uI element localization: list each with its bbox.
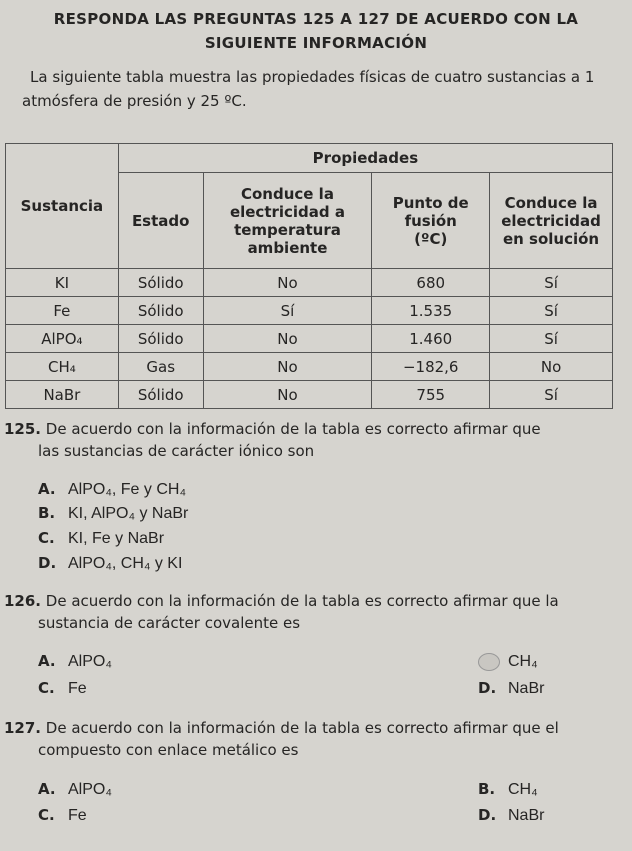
option-letter: B.	[38, 504, 56, 522]
option-text: AlPO₄, CH₄ y KI	[68, 555, 183, 572]
answer-option[interactable]: A. AlPO₄, Fe y CH₄	[38, 480, 186, 499]
question-text: las sustancias de carácter iónico son	[38, 442, 315, 460]
option-text: KI, AlPO₄ y NaBr	[68, 505, 189, 522]
answer-option[interactable]: C. KI, Fe y NaBr	[38, 529, 164, 548]
question-text: sustancia de carácter covalente es	[38, 614, 301, 632]
table-cell: No	[202, 268, 373, 297]
table-cell: No	[202, 380, 373, 409]
option-letter: D.	[38, 554, 57, 572]
table-cell: Sólido	[117, 380, 204, 409]
intro-line-2: atmósfera de presión y 25 ºC.	[22, 92, 247, 110]
table-cell: 1.535	[371, 296, 491, 325]
answer-option[interactable]: B. CH₄	[478, 780, 538, 799]
option-letter: A.	[38, 780, 56, 798]
option-letter: C.	[38, 529, 55, 547]
header-estado: Estado	[117, 172, 204, 269]
table-cell: Sí	[489, 268, 613, 297]
table-row: AlPO₄ Sólido No 1.460 Sí	[5, 324, 613, 353]
option-mark	[478, 652, 508, 671]
table-cell: Sólido	[117, 324, 204, 353]
table-cell: Sólido	[117, 268, 204, 297]
option-letter: C.	[38, 806, 55, 824]
table-row: NaBr Sólido No 755 Sí	[5, 380, 613, 409]
option-letter: D.	[478, 679, 497, 697]
answer-option[interactable]: A. AlPO₄	[38, 780, 112, 799]
header-conduce-solucion: Conduce la electricidad en solución	[489, 172, 613, 269]
question-text: De acuerdo con la información de la tabl…	[45, 420, 541, 438]
option-letter: A.	[38, 652, 56, 670]
question-number: 127.	[4, 719, 42, 737]
option-letter: A.	[38, 480, 56, 498]
table-cell: No	[202, 324, 373, 353]
option-text: Fe	[68, 807, 87, 824]
table-row: KI Sólido No 680 Sí	[5, 268, 613, 297]
table-row: Fe Sólido Sí 1.535 Sí	[5, 296, 613, 325]
properties-table: Sustancia Propiedades Estado Conduce la …	[5, 143, 614, 409]
answer-option[interactable]: D. AlPO₄, CH₄ y KI	[38, 554, 182, 573]
answer-option[interactable]: C. Fe	[38, 679, 87, 698]
table-cell: CH₄	[5, 352, 119, 381]
header-conduce-ambiente: Conduce la electricidad a temperatura am…	[202, 172, 373, 269]
answer-option[interactable]: B. KI, AlPO₄ y NaBr	[38, 504, 188, 523]
table-cell: AlPO₄	[5, 324, 119, 353]
option-text: NaBr	[508, 807, 545, 824]
heading-line-2: SIGUIENTE INFORMACIÓN	[204, 34, 428, 52]
option-text: Fe	[68, 680, 87, 697]
table-cell: −182,6	[371, 352, 491, 381]
table-cell: Sí	[489, 380, 613, 409]
table-row: CH₄ Gas No −182,6 No	[5, 352, 613, 381]
header-propiedades: Propiedades	[117, 143, 614, 173]
question-number: 125.	[4, 420, 42, 438]
table-cell: No	[202, 352, 373, 381]
question-text: De acuerdo con la información de la tabl…	[45, 592, 559, 610]
question-125: 125. De acuerdo con la información de la…	[4, 420, 541, 438]
question-127: 127. De acuerdo con la información de la…	[4, 719, 559, 737]
question-text: compuesto con enlace metálico es	[38, 741, 299, 759]
option-letter: B.	[478, 780, 496, 798]
option-text: CH₄	[508, 781, 538, 798]
question-text: De acuerdo con la información de la tabl…	[45, 719, 559, 737]
header-sustancia: Sustancia	[5, 143, 119, 269]
table-cell: NaBr	[5, 380, 119, 409]
table-cell: Fe	[5, 296, 119, 325]
intro-line-1: La siguiente tabla muestra las propiedad…	[30, 68, 595, 86]
option-text: CH₄	[508, 653, 538, 670]
option-text: AlPO₄	[68, 781, 112, 798]
answer-option[interactable]: D. NaBr	[478, 806, 544, 825]
option-text: AlPO₄, Fe y CH₄	[68, 481, 186, 498]
question-126: 126. De acuerdo con la información de la…	[4, 592, 559, 610]
header-punto-fusion: Punto de fusión (ºC)	[371, 172, 491, 269]
table-cell: KI	[5, 268, 119, 297]
option-letter: D.	[478, 806, 497, 824]
table-cell: Sí	[489, 296, 613, 325]
option-text: AlPO₄	[68, 653, 112, 670]
answer-option[interactable]: A. AlPO₄	[38, 652, 112, 671]
option-text: NaBr	[508, 680, 545, 697]
table-cell: 1.460	[371, 324, 491, 353]
heading-line-1: RESPONDA LAS PREGUNTAS 125 A 127 DE ACUE…	[53, 10, 579, 28]
answer-option[interactable]: C. Fe	[38, 806, 87, 825]
table-cell: Sí	[202, 296, 373, 325]
table-cell: Gas	[117, 352, 204, 381]
table-cell: Sólido	[117, 296, 204, 325]
option-letter: C.	[38, 679, 55, 697]
table-cell: 755	[371, 380, 491, 409]
table-cell: Sí	[489, 324, 613, 353]
answer-option[interactable]: CH₄	[478, 652, 538, 671]
question-number: 126.	[4, 592, 42, 610]
answer-option[interactable]: D. NaBr	[478, 679, 544, 698]
option-text: KI, Fe y NaBr	[68, 530, 165, 547]
table-cell: 680	[371, 268, 491, 297]
table-cell: No	[489, 352, 613, 381]
